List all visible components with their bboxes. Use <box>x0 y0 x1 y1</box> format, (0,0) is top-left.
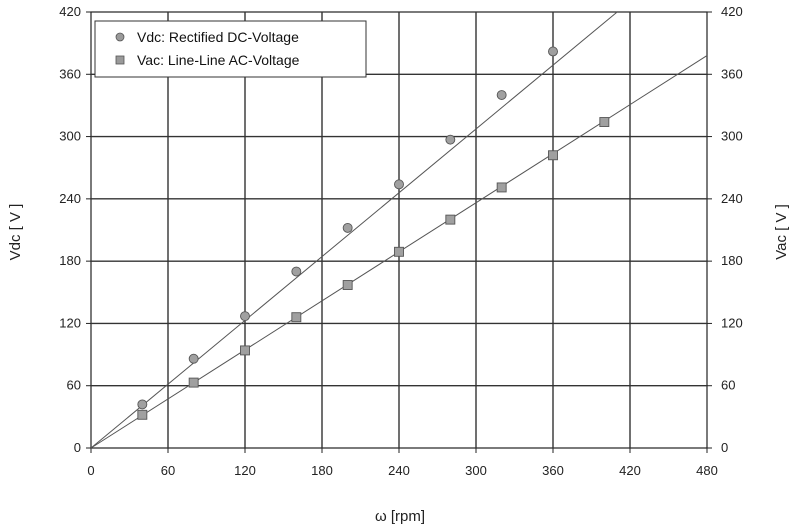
y2-tick-label: 300 <box>721 129 743 144</box>
point-vdc <box>496 90 507 100</box>
legend-marker-vdc <box>115 32 125 42</box>
y-tick-label: 360 <box>59 66 81 81</box>
point-vdc <box>394 179 404 190</box>
x-tick-label: 120 <box>234 463 256 478</box>
y2-tick-label: 120 <box>721 315 743 330</box>
point-vac <box>188 377 199 388</box>
x-axis-title: ω [rpm] <box>375 508 425 525</box>
point-vac <box>548 150 558 161</box>
point-vdc <box>240 311 250 322</box>
y-tick-label: 300 <box>59 129 81 144</box>
point-vac <box>496 182 507 193</box>
legend-label-vdc: Vdc: Rectified DC-Voltage <box>137 29 299 45</box>
y2-tick-label: 360 <box>721 66 743 81</box>
point-vac <box>394 246 404 257</box>
x-tick-label: 240 <box>388 463 410 478</box>
point-vdc <box>137 399 148 410</box>
y-tick-label: 240 <box>59 191 81 206</box>
y-tick-label: 120 <box>59 315 81 330</box>
point-vdc <box>445 134 456 145</box>
y2-tick-label: 240 <box>721 191 743 206</box>
x-tick-label: 360 <box>542 463 564 478</box>
point-vdc <box>342 222 353 233</box>
y2-tick-label: 180 <box>721 253 743 268</box>
y2-tick-label: 60 <box>721 378 735 393</box>
point-vac <box>291 312 302 323</box>
y-axis-title: Vdc [ V ] <box>7 204 24 261</box>
legend-box <box>94 20 367 78</box>
y2-tick-label: 0 <box>721 440 728 455</box>
y-tick-label: 420 <box>59 4 81 19</box>
y2-tick-label: 420 <box>721 4 743 19</box>
x-tick-label: 180 <box>311 463 333 478</box>
y2-axis-title: Vac [ V ] <box>773 204 790 260</box>
y-tick-label: 0 <box>74 440 81 455</box>
x-tick-label: 420 <box>619 463 641 478</box>
point-vac <box>599 117 610 127</box>
y-tick-label: 180 <box>59 253 81 268</box>
legend-marker-vac <box>115 55 125 65</box>
point-vac <box>342 280 353 290</box>
point-vac <box>445 214 456 225</box>
point-vdc <box>291 266 302 277</box>
x-tick-label: 60 <box>161 463 175 478</box>
fit-line-0 <box>90 11 618 449</box>
data-markers <box>137 46 610 420</box>
y-tick-label: 60 <box>67 378 81 393</box>
point-vdc <box>548 46 558 57</box>
x-tick-label: 480 <box>696 463 718 478</box>
legend: Vdc: Rectified DC-Voltage Vac: Line-Line… <box>94 20 367 78</box>
point-vac <box>137 409 148 420</box>
x-tick-label: 300 <box>465 463 487 478</box>
legend-label-vac: Vac: Line-Line AC-Voltage <box>137 52 300 68</box>
point-vac <box>240 345 250 356</box>
x-tick-label: 0 <box>87 463 94 478</box>
point-vdc <box>188 353 199 364</box>
